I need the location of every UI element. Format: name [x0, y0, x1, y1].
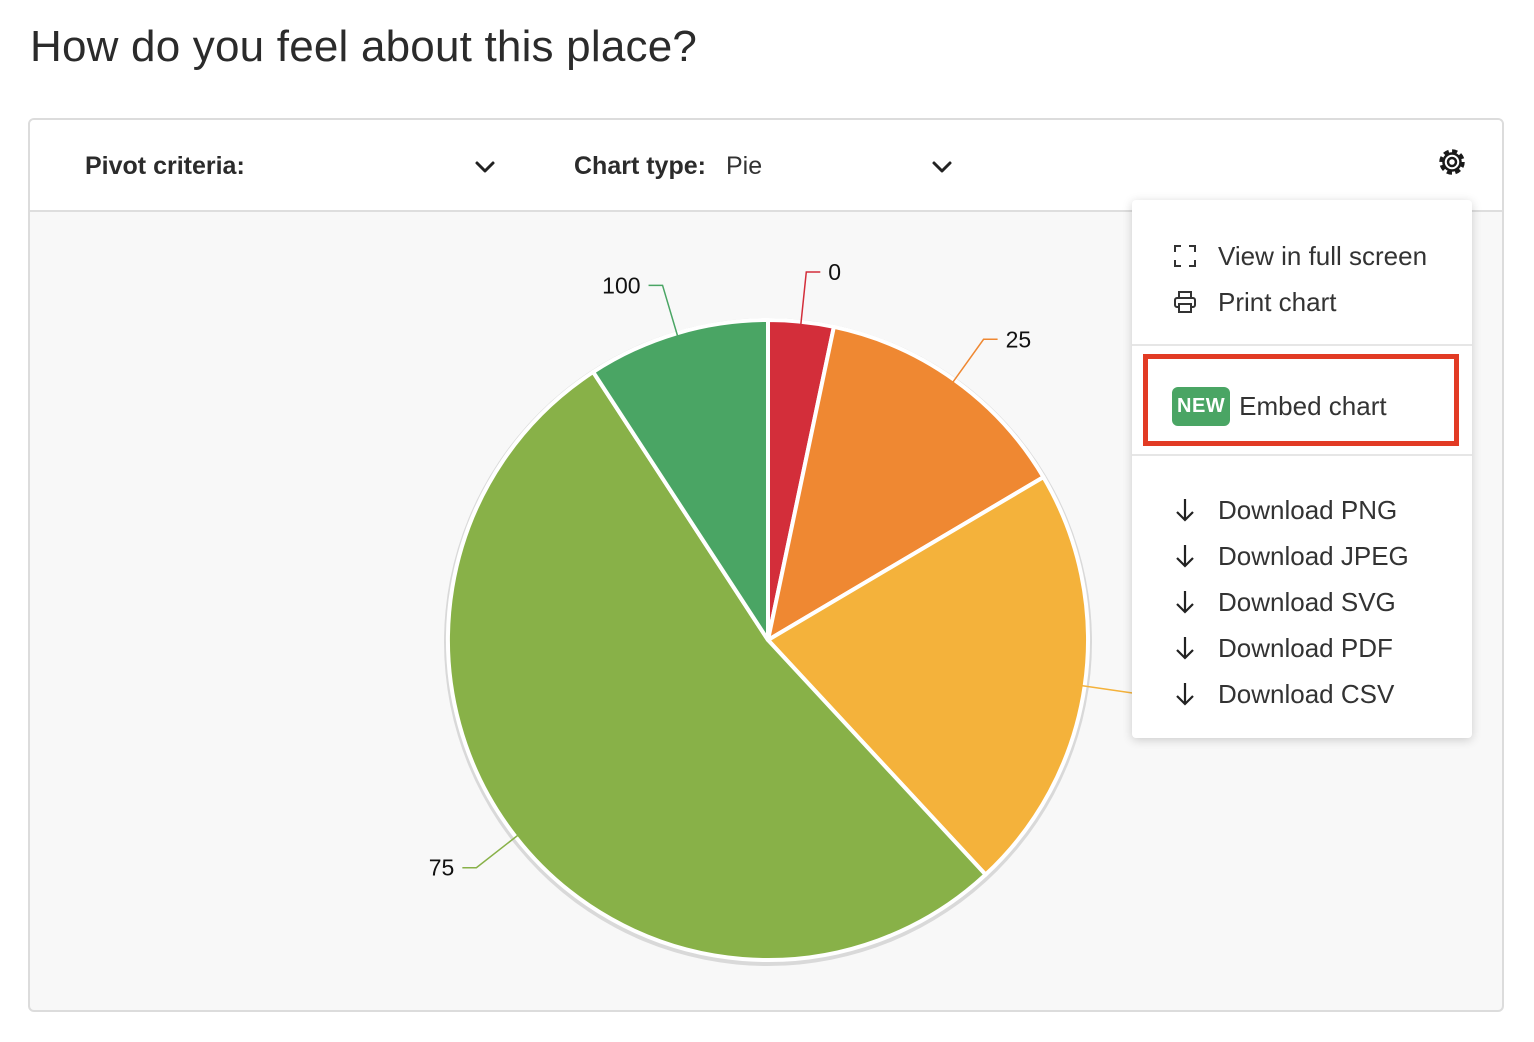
pivot-criteria-label: Pivot criteria: — [85, 152, 245, 180]
print-chart-label: Print chart — [1218, 286, 1337, 317]
download-jpeg-item[interactable]: Download JPEG — [1172, 536, 1409, 576]
download-png-item[interactable]: Download PNG — [1172, 490, 1397, 530]
chart-area: 0 25 75 100 — [30, 212, 1502, 1010]
download-svg-item[interactable]: Download SVG — [1172, 582, 1396, 622]
gear-icon[interactable] — [1432, 142, 1472, 182]
chevron-down-icon[interactable] — [474, 156, 496, 178]
embed-chart-item[interactable]: NEW Embed chart — [1172, 386, 1387, 426]
printer-icon — [1172, 289, 1198, 315]
download-arrow-icon — [1172, 497, 1198, 523]
download-jpeg-label: Download JPEG — [1218, 540, 1409, 571]
download-arrow-icon — [1172, 681, 1198, 707]
embed-highlight-box — [1143, 354, 1459, 446]
view-full-screen-item[interactable]: View in full screen — [1172, 236, 1427, 276]
leader-line-25 — [948, 338, 998, 389]
fullscreen-icon — [1172, 243, 1198, 269]
data-label-75: 75 — [429, 855, 455, 881]
leader-line-75 — [462, 830, 525, 869]
download-csv-item[interactable]: Download CSV — [1172, 674, 1394, 714]
chart-type-label: Chart type: — [574, 152, 706, 180]
menu-divider — [1132, 344, 1472, 346]
chart-type-value[interactable]: Pie — [726, 152, 763, 180]
chart-toolbar: Pivot criteria: Chart type: Pie — [30, 120, 1502, 212]
download-arrow-icon — [1172, 543, 1198, 569]
download-csv-label: Download CSV — [1218, 678, 1395, 709]
chevron-down-icon[interactable] — [931, 156, 953, 178]
pie-chart: 0 25 75 100 — [429, 259, 1149, 966]
page-title: How do you feel about this place? — [30, 22, 698, 71]
download-pdf-item[interactable]: Download PDF — [1172, 628, 1393, 668]
print-chart-item[interactable]: Print chart — [1172, 282, 1337, 322]
download-svg-label: Download SVG — [1218, 586, 1396, 617]
view-full-screen-label: View in full screen — [1218, 240, 1428, 271]
new-badge: NEW — [1172, 386, 1231, 426]
data-label-100: 100 — [602, 272, 640, 298]
chart-options-menu: View in full screen Print chart NEW Embe… — [1132, 200, 1472, 738]
data-label-25: 25 — [1006, 326, 1032, 352]
download-pdf-label: Download PDF — [1218, 632, 1393, 663]
leader-line-100 — [648, 284, 681, 344]
leader-line-0 — [799, 271, 821, 332]
download-png-label: Download PNG — [1218, 494, 1398, 525]
embed-chart-label: Embed chart — [1239, 390, 1387, 421]
data-label-0: 0 — [828, 259, 841, 285]
download-arrow-icon — [1172, 635, 1198, 661]
download-arrow-icon — [1172, 589, 1198, 615]
menu-divider — [1132, 454, 1472, 456]
